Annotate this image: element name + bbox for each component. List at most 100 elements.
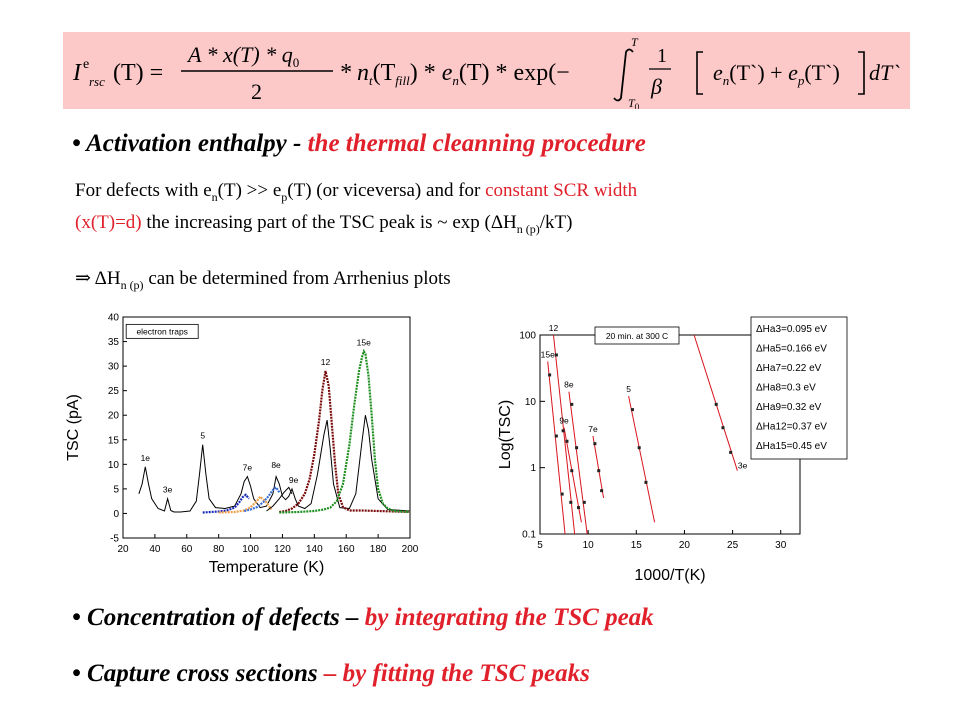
svg-text:rsc: rsc	[89, 74, 105, 89]
svg-text:(T) =: (T) =	[113, 60, 163, 86]
data-point-7e	[593, 442, 597, 446]
data-point-8e	[582, 500, 586, 504]
legend-entry: ΔHa9=0.32 eV	[756, 402, 822, 413]
svg-text:* nt(Tfill) * en(T) * exp(−: * nt(Tfill) * en(T) * exp(−	[339, 60, 570, 88]
fit-line-15e	[547, 361, 566, 534]
x-tick-label: 200	[402, 544, 418, 555]
legend-box	[125, 323, 199, 339]
bullet-activation-enthalpy: • Activation enthalpy - the thermal clea…	[72, 130, 646, 158]
description-line-2: (x(T)=d) the increasing part of the TSC …	[75, 211, 573, 236]
legend-entry: ΔHa3=0.095 eV	[756, 324, 827, 335]
peak-label-12: 12	[321, 357, 331, 367]
tsc-series-1	[202, 493, 250, 514]
rsc-current-formula: I e rsc (T) = A * x(T) * q0 2 * nt(Tfill…	[72, 35, 900, 109]
legend-entry: ΔHa7=0.22 eV	[756, 363, 822, 374]
series-label-15e: 15e	[541, 349, 555, 359]
x-tick-label: 80	[213, 544, 225, 555]
annotation-box	[594, 326, 680, 345]
data-point-15e	[548, 373, 552, 377]
peak-label-1e: 1e	[141, 453, 151, 463]
data-point-12	[554, 353, 558, 357]
data-point-7e	[600, 489, 604, 493]
x-tick-label: 40	[149, 544, 161, 555]
data-point-9e	[570, 469, 574, 473]
y-tick-label: 10	[108, 460, 120, 471]
bullet-label: Activation enthalpy -	[86, 130, 308, 157]
tsc-series-5	[279, 370, 411, 514]
svg-text:A * x(T) * q0: A * x(T) * q0	[186, 42, 299, 70]
data-point-12	[569, 500, 573, 504]
bullet-concentration: • Concentration of defects – by integrat…	[72, 604, 654, 632]
bullet-label: Concentration of defects –	[87, 604, 365, 631]
y-tick-label: 30	[108, 362, 120, 373]
tsc-series-2	[218, 495, 273, 514]
series-label-8e: 8e	[564, 380, 574, 390]
data-point-9e	[565, 439, 569, 443]
x-tick-label: 160	[338, 544, 355, 555]
bullet-highlight: the thermal cleanning procedure	[307, 130, 646, 157]
data-point-15e	[554, 434, 558, 438]
bullet-highlight: – by fitting the TSC peaks	[323, 660, 590, 687]
y-tick-label: 100	[519, 331, 536, 342]
x-tick-label: 60	[181, 544, 193, 555]
y-tick-label: 1	[530, 463, 536, 474]
y-tick-label: 35	[108, 337, 120, 348]
y-tick-label: 20	[108, 411, 120, 422]
peak-label-5: 5	[200, 431, 205, 441]
series-label-7e: 7e	[588, 424, 598, 434]
fit-line-5	[628, 395, 656, 523]
bullet-capture-cross-sections: • Capture cross sections – by fitting th…	[72, 660, 590, 688]
data-point-7e	[597, 469, 601, 473]
legend-box-label: electron traps	[136, 326, 188, 336]
description-line-1: For defects with en(T) >> ep(T) (or vice…	[75, 180, 638, 204]
data-point-8e	[570, 402, 574, 406]
series-label-9e: 9e	[559, 416, 569, 426]
svg-text:β: β	[650, 74, 662, 99]
y-tick-label: 25	[108, 386, 120, 397]
peak-label-8e: 8e	[271, 460, 281, 470]
legend-entry: ΔHa5=0.166 eV	[756, 344, 827, 355]
data-point-5	[644, 480, 648, 484]
tsc-series-6	[279, 348, 411, 514]
fit-line-7e	[592, 435, 605, 498]
x-tick-label: 120	[274, 544, 291, 555]
svg-text:1: 1	[657, 45, 667, 67]
data-point-15e	[560, 492, 564, 496]
y-tick-label: -5	[110, 534, 119, 545]
y-axis-label: Log(TSC)	[497, 400, 514, 469]
data-point-12	[561, 429, 565, 433]
data-point-8e	[575, 446, 579, 450]
bullet-marker: •	[72, 604, 88, 631]
fit-line-8e	[568, 391, 588, 534]
tsc-series-3	[243, 485, 281, 513]
x-tick-label: 20	[679, 540, 691, 551]
x-tick-label: 140	[306, 544, 323, 555]
bullet-marker: •	[72, 130, 87, 157]
svg-text:en(T`) + ep(T`): en(T`) + ep(T`)	[713, 60, 840, 88]
x-axis-label: 1000/T(K)	[634, 567, 705, 584]
svg-text:T: T	[631, 35, 639, 49]
x-tick-label: 180	[370, 544, 387, 555]
fit-line-12	[552, 334, 576, 534]
legend-entry: ΔHa8=0.3 eV	[756, 383, 816, 394]
tsc-series-4	[266, 486, 293, 512]
data-point-5	[630, 408, 634, 412]
y-tick-label: 0.1	[522, 530, 536, 541]
y-tick-label: 40	[108, 313, 120, 324]
svg-text:dT`: dT`	[869, 60, 900, 85]
arrhenius-chart: 5 10 15 20 25 30 0.1 1 10 100 1000/T(K) Log(TSC) 15e…	[497, 316, 848, 584]
x-tick-label: 25	[727, 540, 739, 551]
formula-box: I e rsc (T) = A * x(T) * q0 2 * nt(Tfill…	[63, 32, 910, 109]
series-label-3e: 3e	[738, 460, 748, 470]
legend-entry: ΔHa15=0.45 eV	[756, 441, 827, 452]
legend-entry: ΔHa12=0.37 eV	[756, 422, 827, 433]
arrhenius-note: ⇒ ΔHn (p) can be determined from Arrheni…	[75, 268, 451, 292]
x-tick-label: 100	[242, 544, 259, 555]
data-point-3e	[729, 450, 733, 454]
x-tick-label: 30	[775, 540, 787, 551]
peak-label-3e: 3e	[163, 485, 173, 495]
x-axis-label: Temperature (K)	[209, 559, 325, 576]
peak-label-9e: 9e	[289, 475, 299, 485]
x-tick-label: 5	[537, 540, 543, 551]
x-tick-label: 20	[117, 544, 129, 555]
